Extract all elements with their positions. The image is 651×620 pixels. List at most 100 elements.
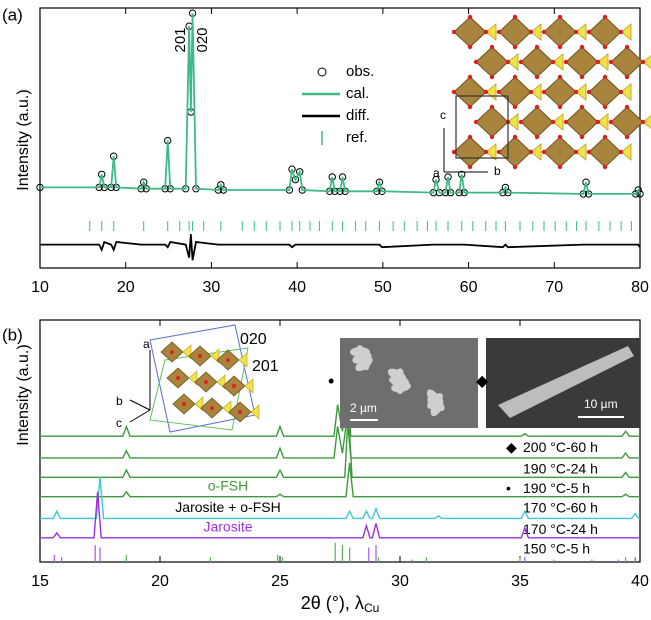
series-label: 170 °C-24 h	[523, 521, 598, 537]
atom	[587, 30, 591, 34]
atom	[176, 376, 180, 380]
atom	[468, 105, 472, 109]
image-marker: •	[328, 371, 334, 391]
atom	[204, 380, 208, 384]
scale-label: 10 µm	[584, 397, 618, 411]
atom	[519, 120, 523, 124]
atom	[587, 150, 591, 154]
x-tick-label: 40	[288, 279, 306, 296]
atom	[603, 105, 607, 109]
atom	[513, 15, 517, 19]
inset-label: b	[116, 394, 123, 408]
atom	[474, 120, 478, 124]
series-symbol: •	[506, 480, 511, 496]
atom	[452, 30, 456, 34]
x-tick-label: 20	[151, 573, 169, 590]
image-marker: ◆	[476, 373, 489, 390]
axis-label: b	[494, 164, 501, 178]
atom	[198, 354, 202, 358]
atom	[580, 75, 584, 79]
atom	[529, 150, 533, 154]
legend-label: diff.	[346, 107, 370, 124]
atom	[474, 60, 478, 64]
series-label: 190 °C-24 h	[523, 461, 598, 477]
atom	[468, 135, 472, 139]
atom	[513, 135, 517, 139]
atom	[564, 60, 568, 64]
x-tick-label: 30	[391, 573, 409, 590]
atom	[535, 135, 539, 139]
atom	[580, 45, 584, 49]
series-label: 200 °C-60 h	[523, 439, 598, 455]
atom	[558, 45, 562, 49]
atom	[506, 60, 510, 64]
atom	[452, 90, 456, 94]
atom	[182, 402, 186, 406]
atom	[484, 30, 488, 34]
atom	[596, 120, 600, 124]
atom	[641, 120, 645, 124]
inset-label: c	[116, 416, 122, 430]
atom	[232, 384, 236, 388]
atom	[535, 45, 539, 49]
atom	[603, 15, 607, 19]
atom	[519, 60, 523, 64]
x-tick-label: 80	[631, 279, 649, 296]
y-axis-label: Intensity (a.u.)	[15, 344, 32, 445]
atom	[535, 105, 539, 109]
axis-label: c	[440, 108, 446, 122]
inset-label: a	[143, 337, 150, 351]
atom	[542, 30, 546, 34]
atom	[619, 30, 623, 34]
atom	[574, 150, 578, 154]
atom	[625, 45, 629, 49]
atom	[484, 90, 488, 94]
atom	[468, 45, 472, 49]
atom	[535, 75, 539, 79]
atom	[542, 150, 546, 154]
atom	[625, 135, 629, 139]
series-symbol: ◆	[506, 439, 517, 455]
atom	[551, 120, 555, 124]
atom	[490, 75, 494, 79]
atom	[564, 120, 568, 124]
phase-label: Jarosite + o-FSH	[175, 499, 280, 515]
x-tick-label: 70	[545, 279, 563, 296]
atom	[497, 150, 501, 154]
atom	[603, 165, 607, 169]
atom	[513, 75, 517, 79]
atom	[641, 60, 645, 64]
atom	[513, 165, 517, 169]
x-tick-label: 15	[31, 573, 49, 590]
atom	[580, 105, 584, 109]
atom	[625, 75, 629, 79]
atom	[210, 406, 214, 410]
legend-label: obs.	[346, 63, 374, 80]
atom	[625, 105, 629, 109]
legend-label: cal.	[346, 85, 369, 102]
atom	[497, 30, 501, 34]
atom	[468, 165, 472, 169]
x-tick-label: 35	[511, 573, 529, 590]
atom	[529, 90, 533, 94]
atom	[558, 105, 562, 109]
atom	[170, 350, 174, 354]
x-axis-label-main: 2θ (°), λ	[301, 593, 364, 613]
peak-annotation: 201	[172, 27, 189, 52]
atom	[558, 15, 562, 19]
atom	[574, 90, 578, 94]
legend-label: ref.	[346, 129, 368, 146]
atom	[603, 45, 607, 49]
atom	[574, 30, 578, 34]
atom	[529, 30, 533, 34]
series-label: 170 °C-60 h	[523, 499, 598, 515]
atom	[238, 410, 242, 414]
page: 1020304050607080(a)Intensity (a.u.)obs.c…	[0, 0, 651, 620]
phase-label: Jarosite	[203, 519, 252, 535]
atom	[513, 45, 517, 49]
x-axis-label-sub: Cu	[364, 601, 379, 615]
atom	[226, 358, 230, 362]
peak-annotation: 020	[194, 27, 211, 52]
atom	[580, 135, 584, 139]
atom	[513, 105, 517, 109]
